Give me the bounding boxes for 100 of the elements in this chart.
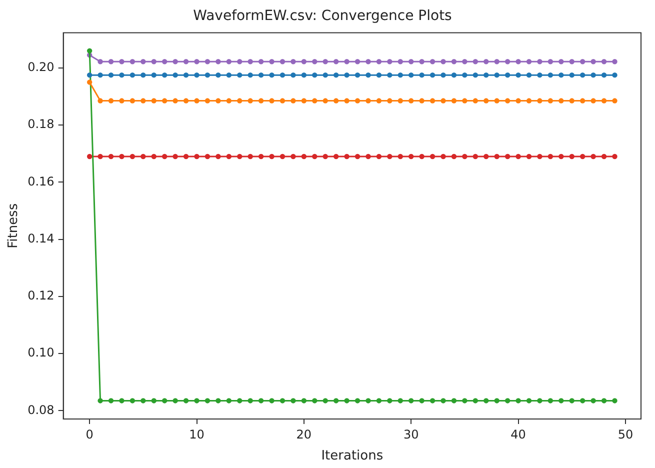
point xyxy=(504,398,510,404)
point xyxy=(194,59,200,64)
y-tick-label: 0.18 xyxy=(28,117,54,132)
point xyxy=(387,154,392,160)
point xyxy=(440,59,446,64)
y-tick-label: 0.08 xyxy=(28,402,54,417)
point xyxy=(430,59,436,64)
point xyxy=(237,154,242,160)
point xyxy=(108,72,114,78)
point xyxy=(472,398,478,404)
point xyxy=(269,98,274,104)
point xyxy=(612,98,618,104)
point xyxy=(333,72,339,78)
point xyxy=(151,98,156,104)
point xyxy=(248,72,253,78)
point xyxy=(258,72,264,78)
point xyxy=(558,154,564,160)
point xyxy=(612,398,618,404)
point xyxy=(108,398,114,404)
point xyxy=(301,154,307,160)
point xyxy=(301,398,307,404)
point xyxy=(590,98,596,104)
point xyxy=(140,398,146,404)
point xyxy=(387,72,392,78)
point xyxy=(526,154,532,160)
point xyxy=(98,98,103,104)
point xyxy=(601,59,607,64)
point xyxy=(322,98,328,104)
point xyxy=(290,72,296,78)
point xyxy=(194,72,200,78)
point xyxy=(269,59,274,64)
point xyxy=(290,98,296,104)
point xyxy=(366,72,371,78)
x-tick-label: 0 xyxy=(86,427,94,442)
point xyxy=(140,72,146,78)
point xyxy=(494,98,500,104)
point xyxy=(258,98,264,104)
x-tick-label: 30 xyxy=(403,427,419,442)
point xyxy=(601,154,607,160)
point xyxy=(258,59,264,64)
point xyxy=(98,59,103,64)
point xyxy=(216,59,221,64)
point xyxy=(86,48,92,54)
point xyxy=(151,154,156,160)
point xyxy=(472,98,478,104)
point xyxy=(194,98,200,104)
point xyxy=(130,98,136,104)
point xyxy=(484,154,489,160)
point xyxy=(504,154,510,160)
point xyxy=(569,72,574,78)
point xyxy=(226,98,232,104)
point xyxy=(269,72,274,78)
point xyxy=(86,154,92,160)
point xyxy=(526,398,532,404)
point xyxy=(333,398,339,404)
point xyxy=(226,398,232,404)
point xyxy=(344,398,350,404)
point xyxy=(398,98,403,104)
point xyxy=(344,154,350,160)
point xyxy=(440,98,446,104)
point xyxy=(590,154,596,160)
point xyxy=(548,398,554,404)
point xyxy=(419,98,424,104)
x-tick-label: 40 xyxy=(510,427,526,442)
point xyxy=(408,154,414,160)
point xyxy=(462,98,468,104)
point xyxy=(366,398,371,404)
point xyxy=(151,398,156,404)
point xyxy=(484,98,489,104)
point xyxy=(108,98,114,104)
point xyxy=(440,398,446,404)
point xyxy=(119,98,124,104)
point xyxy=(440,154,446,160)
point xyxy=(398,59,403,64)
point xyxy=(569,398,574,404)
x-tick-label: 50 xyxy=(618,427,634,442)
point xyxy=(537,154,542,160)
point xyxy=(398,398,403,404)
point xyxy=(172,72,178,78)
point xyxy=(526,98,532,104)
point xyxy=(130,59,136,64)
point xyxy=(580,398,586,404)
point xyxy=(558,398,564,404)
point xyxy=(237,98,242,104)
point xyxy=(183,72,189,78)
point xyxy=(162,398,168,404)
point xyxy=(504,59,510,64)
point xyxy=(376,398,382,404)
point xyxy=(494,59,500,64)
point xyxy=(494,72,500,78)
point xyxy=(484,398,489,404)
point xyxy=(344,72,350,78)
point xyxy=(322,72,328,78)
point xyxy=(419,398,424,404)
point xyxy=(98,72,103,78)
point xyxy=(248,398,253,404)
point xyxy=(322,398,328,404)
point xyxy=(280,98,286,104)
point xyxy=(98,154,103,160)
point xyxy=(376,154,382,160)
